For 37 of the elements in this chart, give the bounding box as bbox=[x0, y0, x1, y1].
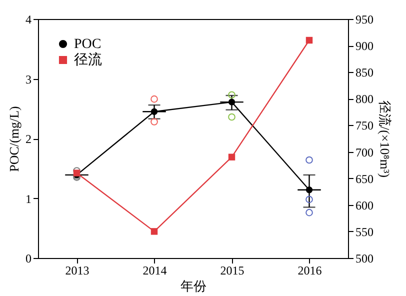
point bbox=[150, 108, 158, 115]
y2-tick-label: 500 bbox=[356, 252, 374, 266]
x-tick-label: 2015 bbox=[220, 264, 244, 278]
y-tick-label: 0 bbox=[26, 252, 32, 266]
point bbox=[150, 95, 158, 103]
y2-tick-label: 600 bbox=[356, 198, 374, 212]
y2-tick-label: 750 bbox=[356, 118, 374, 133]
point bbox=[306, 196, 313, 204]
point bbox=[228, 91, 236, 99]
y2-tick-label: 950 bbox=[356, 12, 374, 26]
y2-tick-label: 850 bbox=[356, 66, 374, 80]
x-tick-label: 2014 bbox=[142, 264, 167, 278]
y2-tick-label: 700 bbox=[356, 145, 374, 160]
legend-label: POC bbox=[74, 37, 102, 52]
x-tick-label: 2016 bbox=[298, 264, 322, 278]
y-axis-title: POC/(mg/L) bbox=[6, 106, 22, 172]
point bbox=[306, 208, 313, 216]
point bbox=[150, 228, 158, 235]
point bbox=[306, 156, 313, 164]
x-tick-label: 2013 bbox=[65, 264, 90, 278]
y-tick-label: 4 bbox=[26, 12, 32, 26]
y2-tick-label: 650 bbox=[356, 172, 374, 186]
x-axis-title: 年份 bbox=[180, 278, 206, 294]
y2-tick-label: 800 bbox=[356, 92, 374, 106]
point bbox=[150, 118, 158, 126]
y-tick-label: 2 bbox=[26, 132, 32, 146]
legend-label: 径流 bbox=[74, 52, 102, 68]
point bbox=[228, 154, 236, 160]
y-tick-label: 3 bbox=[26, 72, 32, 86]
y2-axis-title: 径流/(×10⁸m³) bbox=[378, 100, 392, 178]
point bbox=[228, 98, 236, 106]
point bbox=[306, 36, 313, 44]
y2-tick-label: 900 bbox=[356, 39, 374, 54]
y2-tick-label: 550 bbox=[356, 224, 374, 239]
point bbox=[228, 113, 236, 121]
point bbox=[306, 186, 313, 194]
y-tick-label: 1 bbox=[26, 192, 32, 206]
